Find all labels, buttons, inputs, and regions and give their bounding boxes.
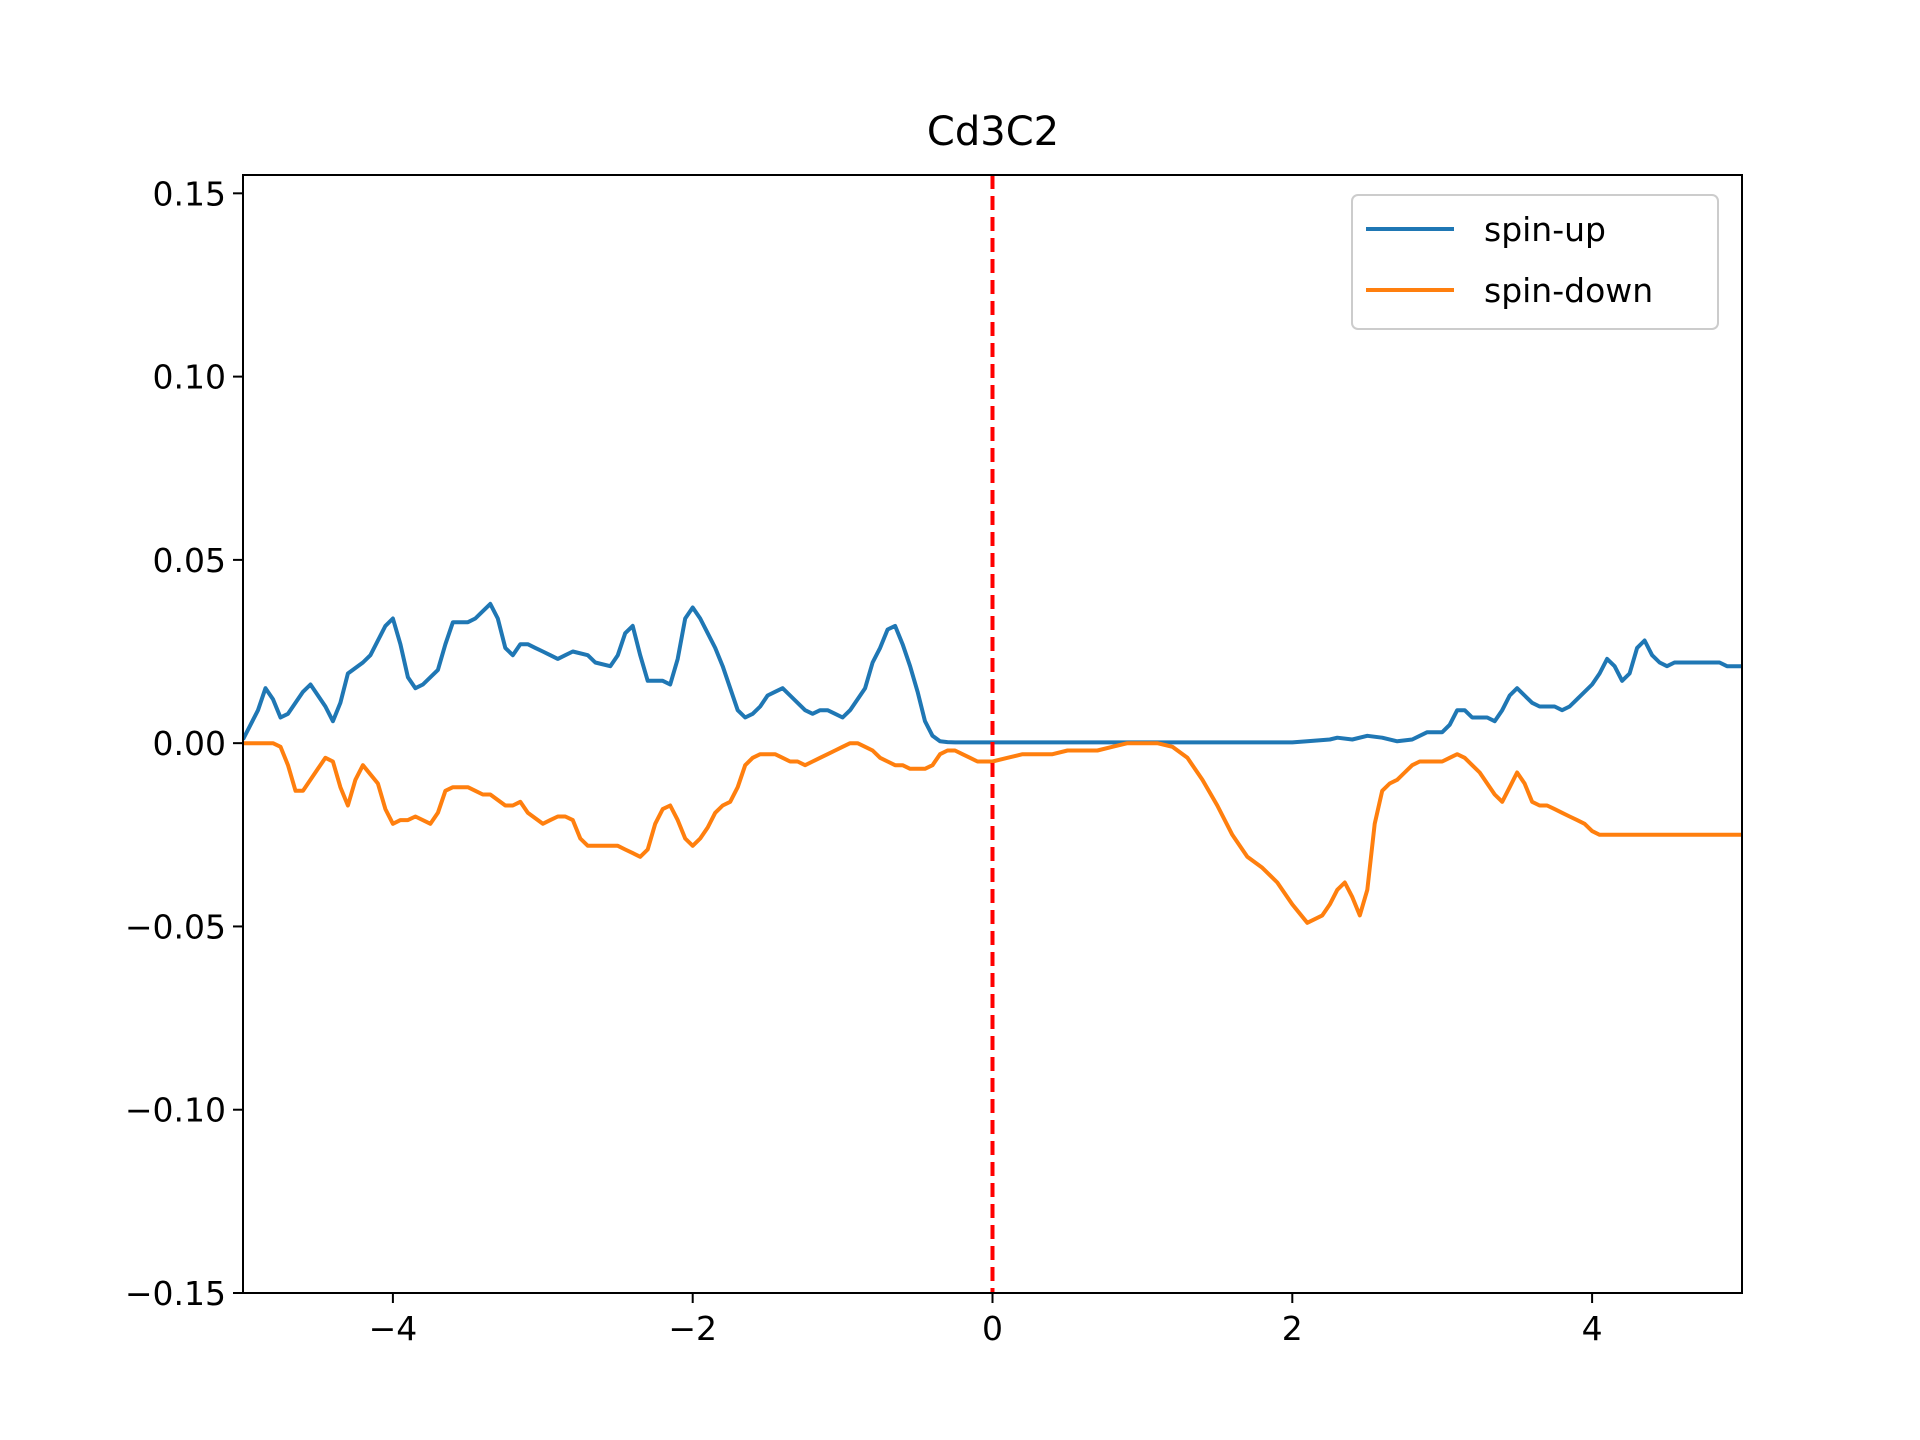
- y-tick-label: 0.15: [153, 174, 226, 213]
- plot-area: [243, 175, 1742, 1293]
- y-tick-label: −0.05: [125, 907, 226, 946]
- legend: spin-up spin-down: [1351, 194, 1719, 330]
- x-tick-label: 2: [1282, 1309, 1303, 1348]
- x-tick-label: −4: [369, 1309, 418, 1348]
- chart-title: Cd3C2: [927, 109, 1059, 155]
- y-tick-label: 0.00: [153, 724, 226, 763]
- legend-label-spin-down: spin-down: [1484, 271, 1653, 310]
- y-tick-label: −0.10: [125, 1091, 226, 1130]
- axes: −4 −2 0 2 4 −0.15 −0.10 −0.05 0.00 0.05 0.10 0.15: [125, 174, 1743, 1348]
- y-tick-label: 0.05: [153, 541, 226, 580]
- series-line-spin-up: [243, 601, 1742, 745]
- x-tick-label: 4: [1582, 1309, 1603, 1348]
- series-line-spin-down: [243, 741, 1742, 925]
- x-tick-label: 0: [982, 1309, 1003, 1348]
- y-tick-label: 0.10: [153, 358, 226, 397]
- legend-label-spin-up: spin-up: [1484, 210, 1606, 249]
- x-tick-label: −2: [668, 1309, 717, 1348]
- y-tick-label: −0.15: [125, 1274, 226, 1313]
